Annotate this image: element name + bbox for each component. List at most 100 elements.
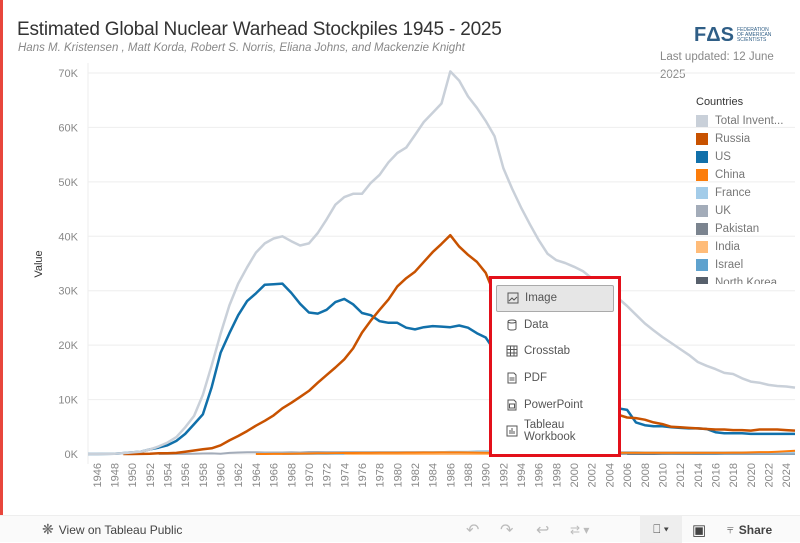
share-icon: ⫧ [727, 522, 734, 537]
legend-item[interactable]: US [696, 148, 800, 166]
y-tick-label: 10K [58, 395, 78, 407]
legend-label: China [715, 169, 745, 181]
legend-item[interactable]: North Korea [696, 274, 800, 284]
x-tick-label: 1968 [286, 463, 298, 487]
x-tick-label: 2018 [728, 463, 740, 487]
refresh-icon: ⇄ ▾ [570, 523, 589, 537]
legend-label: Israel [715, 259, 743, 271]
legend-label: India [715, 241, 740, 253]
x-tick-label: 2004 [604, 463, 616, 487]
legend-title: Countries [696, 96, 800, 108]
x-tick-label: 1992 [498, 463, 510, 487]
download-icon: ⎕ ▾ [653, 522, 669, 537]
revert-button[interactable]: ↩ [536, 516, 549, 543]
x-tick-label: 1980 [392, 463, 404, 487]
undo-icon: ↶ [466, 520, 479, 540]
view-on-tableau-public-button[interactable]: ❋ View on Tableau Public [42, 516, 182, 543]
database-icon [506, 319, 518, 331]
x-tick-label: 1984 [428, 463, 440, 487]
menu-item-crosstab[interactable]: Crosstab [496, 338, 614, 365]
legend-label: Pakistan [715, 223, 759, 235]
x-tick-label: 1986 [445, 463, 457, 487]
menu-item-image[interactable]: Image [496, 285, 614, 312]
legend-swatch [696, 169, 708, 181]
x-tick-label: 1958 [198, 463, 210, 487]
legend-item[interactable]: Israel [696, 256, 800, 274]
y-tick-label: 50K [58, 177, 78, 189]
menu-item-label: PowerPoint [524, 399, 583, 411]
legend-label: North Korea [715, 277, 777, 284]
x-tick-label: 1976 [357, 463, 369, 487]
y-tick-label: 60K [58, 122, 78, 134]
undo-button[interactable]: ↶ [466, 516, 479, 543]
x-tick-label: 1956 [180, 463, 192, 487]
x-tick-label: 1994 [516, 463, 528, 487]
x-tick-label: 1948 [110, 463, 122, 487]
menu-item-tableau-workbook[interactable]: Tableau Workbook [496, 418, 614, 445]
revert-icon: ↩ [536, 520, 549, 540]
y-tick-label: 30K [58, 286, 78, 298]
legend-item[interactable]: Total Invent... [696, 112, 800, 130]
x-tick-label: 1946 [92, 463, 104, 487]
menu-item-data[interactable]: Data [496, 312, 614, 339]
x-tick-label: 1962 [233, 463, 245, 487]
legend-item[interactable]: UK [696, 202, 800, 220]
legend-swatch [696, 205, 708, 217]
legend-label: Total Invent... [715, 115, 783, 127]
menu-item-powerpoint[interactable]: PowerPoint [496, 391, 614, 418]
image-icon [507, 292, 519, 304]
menu-item-label: Data [524, 319, 548, 331]
x-tick-label: 1990 [481, 463, 493, 487]
menu-item-label: Crosstab [524, 345, 570, 357]
legend-swatch [696, 187, 708, 199]
legend-label: UK [715, 205, 731, 217]
x-tick-label: 1988 [463, 463, 475, 487]
fullscreen-button[interactable]: ▣ [692, 516, 706, 543]
fullscreen-icon: ▣ [692, 521, 706, 539]
share-button[interactable]: ⫧ Share [727, 516, 772, 543]
refresh-button[interactable]: ⇄ ▾ [570, 516, 589, 543]
x-tick-label: 2006 [622, 463, 634, 487]
legend-item[interactable]: France [696, 184, 800, 202]
x-tick-label: 1998 [551, 463, 563, 487]
x-tick-label: 2020 [746, 463, 758, 487]
legend-label: Russia [715, 133, 750, 145]
redo-icon: ↷ [500, 520, 513, 540]
redo-button[interactable]: ↷ [500, 516, 513, 543]
table-icon [506, 345, 518, 357]
download-button[interactable]: ⎕ ▾ [640, 516, 682, 543]
x-tick-label: 2010 [657, 463, 669, 487]
legend: Countries Total Invent... Russia US China Fr… [696, 96, 800, 284]
x-tick-label: 1996 [534, 463, 546, 487]
toolbar: ❋ View on Tableau Public ↶ ↷ ↩ ⇄ ▾ ⎕ ▾ ▣… [0, 515, 800, 542]
y-tick-label: 40K [58, 231, 78, 243]
workbook-icon [506, 425, 518, 437]
x-tick-label: 2016 [710, 463, 722, 487]
x-tick-label: 1960 [216, 463, 228, 487]
tableau-icon: ❋ [42, 521, 54, 538]
legend-item[interactable]: Russia [696, 130, 800, 148]
x-tick-label: 1974 [339, 463, 351, 487]
y-axis-title: Value [33, 250, 45, 277]
y-tick-label: 70K [58, 68, 78, 80]
legend-swatch [696, 115, 708, 127]
x-tick-label: 1978 [375, 463, 387, 487]
x-tick-label: 1966 [269, 463, 281, 487]
view-public-label: View on Tableau Public [59, 523, 183, 537]
menu-item-pdf[interactable]: PDF [496, 365, 614, 392]
download-menu: Image Data Crosstab PDF PowerPoint Tableau Wo… [489, 276, 621, 457]
x-tick-label: 1972 [322, 463, 334, 487]
legend-swatch [696, 241, 708, 253]
legend-item[interactable]: China [696, 166, 800, 184]
legend-item[interactable]: Pakistan [696, 220, 800, 238]
x-tick-label: 2012 [675, 463, 687, 487]
x-tick-label: 1970 [304, 463, 316, 487]
legend-swatch [696, 259, 708, 271]
legend-swatch [696, 223, 708, 235]
series-line-total-invent-[interactable] [88, 71, 795, 454]
x-tick-label: 2008 [640, 463, 652, 487]
x-tick-label: 1964 [251, 463, 263, 487]
legend-item[interactable]: India [696, 238, 800, 256]
y-tick-label: 20K [58, 340, 78, 352]
x-tick-label: 1952 [145, 463, 157, 487]
